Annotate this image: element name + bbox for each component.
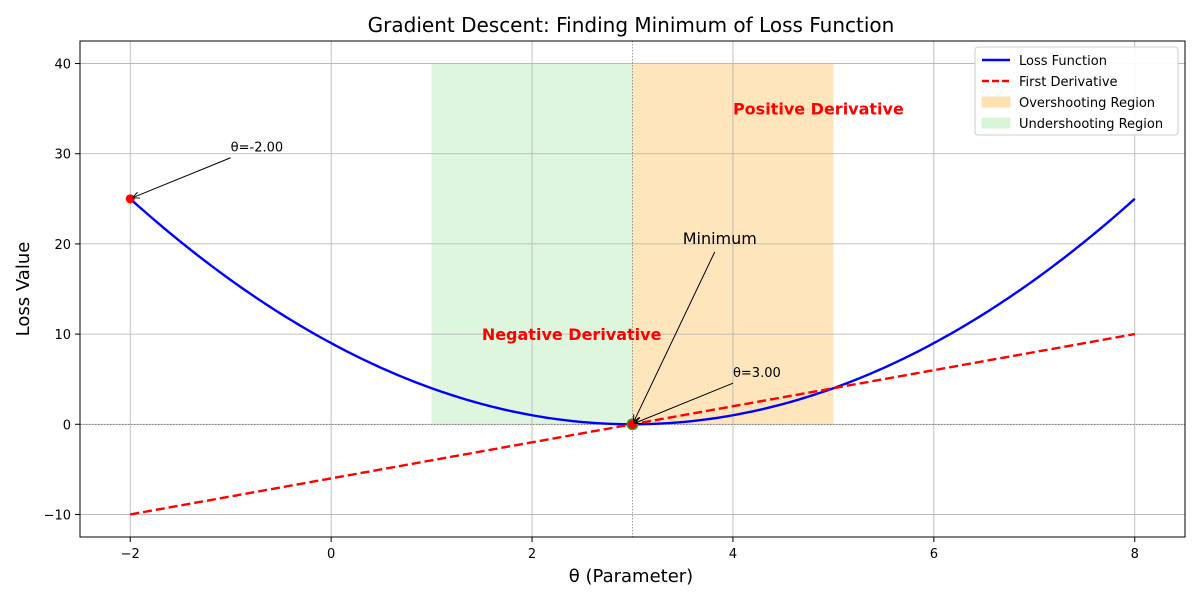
minimum-label: Minimum	[683, 229, 757, 248]
legend-label: Loss Function	[1019, 54, 1107, 69]
minimum-arrow	[634, 251, 716, 422]
y-tick-label: −10	[44, 508, 71, 523]
y-tick-label: 0	[63, 418, 71, 433]
x-tick-label: 8	[1131, 547, 1139, 562]
point-arrow	[635, 382, 734, 423]
legend-label: Undershooting Region	[1019, 117, 1163, 132]
plot-frame	[79, 40, 1186, 538]
y-tick-label: 20	[54, 238, 71, 253]
point-label: θ=3.00	[733, 366, 781, 381]
point-label: θ=-2.00	[231, 141, 283, 156]
x-axis-ticks: −2 0 2 4 6 8	[121, 537, 1139, 562]
region-label: Positive Derivative	[733, 100, 904, 119]
x-tick-label: 2	[528, 547, 536, 562]
descent-point	[125, 194, 135, 204]
legend-box	[974, 46, 1179, 136]
chart-title: Gradient Descent: Finding Minimum of Los…	[368, 13, 895, 37]
x-axis-label: θ (Parameter)	[569, 566, 693, 587]
annotations: θ=-2.00 θ=3.00 Minimum Positive Derivative N…	[132, 100, 904, 424]
y-tick-label: 30	[54, 148, 71, 163]
region-label: Negative Derivative	[482, 325, 662, 344]
y-tick-label: 10	[54, 328, 71, 343]
legend-swatch	[981, 117, 1011, 129]
x-tick-label: 4	[729, 547, 737, 562]
point-arrow	[132, 157, 231, 198]
x-tick-label: −2	[121, 547, 140, 562]
legend: Loss Function First Derivative Overshootin…	[974, 46, 1179, 136]
legend-label: First Derivative	[1019, 75, 1118, 90]
y-axis-ticks: −10 0 10 20 30 40	[44, 58, 80, 523]
y-tick-label: 40	[54, 58, 71, 73]
x-tick-label: 6	[930, 547, 938, 562]
legend-swatch	[981, 96, 1011, 108]
y-axis-label: Loss Value	[13, 242, 34, 337]
x-tick-label: 0	[327, 547, 335, 562]
descent-point	[628, 419, 637, 429]
legend-label: Overshooting Region	[1019, 96, 1155, 111]
